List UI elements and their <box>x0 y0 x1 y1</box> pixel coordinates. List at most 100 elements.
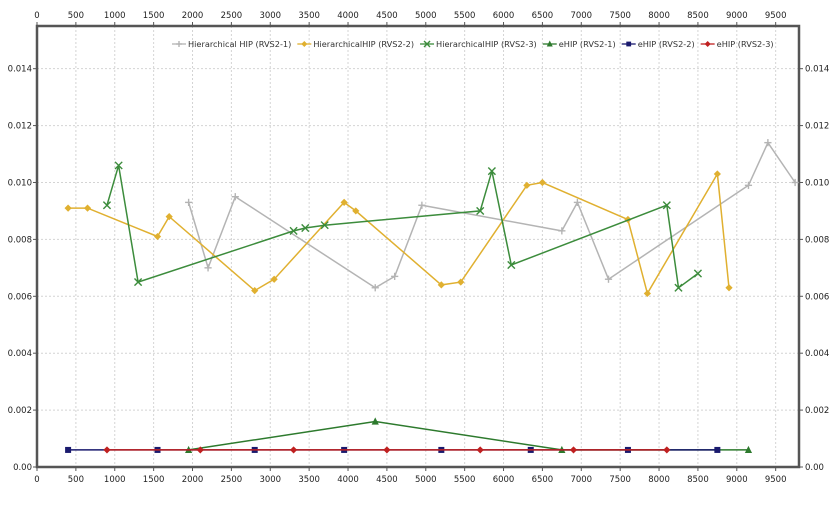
legend-label: Hierarchical HIP (RVS2-1) <box>188 39 291 49</box>
data-point <box>165 213 173 221</box>
y-tick-label-right: 0.004 <box>805 349 829 359</box>
x-tick-label: 6000 <box>493 475 515 485</box>
data-point <box>301 223 310 233</box>
data-point <box>538 178 547 187</box>
x-tick-label: 3500 <box>298 475 320 485</box>
series-line <box>68 171 730 296</box>
x-tick-label: 7500 <box>609 475 631 485</box>
data-point <box>352 207 360 215</box>
data-point <box>457 278 465 286</box>
x-tick-label-top: 3500 <box>298 11 320 21</box>
data-point <box>523 181 531 189</box>
x-tick-label-top: 4000 <box>337 11 359 21</box>
data-point <box>693 269 703 278</box>
legend-entry: eHIP (RVS2-1) <box>542 39 616 49</box>
data-point <box>320 221 329 230</box>
data-point <box>713 170 721 178</box>
data-point <box>196 446 204 454</box>
series-line <box>187 141 796 289</box>
data-point <box>791 178 799 187</box>
y-tick-label-right: 0.010 <box>805 178 829 188</box>
x-tick-label-top: 0 <box>34 11 39 21</box>
series-1 <box>185 139 799 292</box>
y-tick-label: 0.004 <box>8 349 32 359</box>
x-tick-label-top: 6500 <box>532 11 554 21</box>
legend-swatch-marker <box>704 41 711 47</box>
data-point <box>418 201 426 209</box>
y-tick-label: 0.014 <box>8 65 32 75</box>
data-point <box>371 417 379 425</box>
x-tick-label-top: 500 <box>68 11 84 21</box>
legend-swatch-marker <box>301 41 308 47</box>
x-tick-label-top: 2000 <box>182 11 204 21</box>
legend-label: eHIP (RVS2-3) <box>717 39 774 49</box>
legend-label: HierarchicalHIP (RVS2-2) <box>313 39 414 49</box>
x-tick-label: 4000 <box>337 475 359 485</box>
data-point <box>185 198 193 206</box>
x-tick-label: 5000 <box>415 475 437 485</box>
legend-entry: eHIP (RVS2-3) <box>700 39 774 49</box>
x-tick-label: 3000 <box>259 475 281 485</box>
data-point <box>391 272 399 280</box>
x-tick-label-top: 7000 <box>570 11 592 21</box>
x-tick-label: 2500 <box>221 475 243 485</box>
x-tick-label: 6500 <box>532 475 554 485</box>
y-tick-label: 0.012 <box>8 122 32 132</box>
legend-swatch-marker <box>626 41 632 47</box>
x-tick-label-top: 5500 <box>454 11 476 21</box>
y-tick-label: 0.008 <box>8 235 32 245</box>
x-tick-label: 500 <box>68 475 84 485</box>
legend-label: eHIP (RVS2-1) <box>559 39 616 49</box>
data-point <box>507 260 516 270</box>
y-tick-label-right: 0.008 <box>805 235 829 245</box>
x-tick-label-top: 3000 <box>259 11 281 21</box>
legend-swatch-marker <box>176 41 182 47</box>
data-point <box>725 284 733 292</box>
data-point <box>764 139 772 147</box>
series-line <box>106 165 699 290</box>
y-tick-label-right: 0.014 <box>805 65 829 75</box>
data-point <box>674 283 683 292</box>
series-3 <box>102 161 703 292</box>
data-point <box>643 289 651 298</box>
x-tick-label-top: 9500 <box>765 11 787 21</box>
x-tick-label: 7000 <box>570 475 592 485</box>
x-tick-label: 1500 <box>143 475 165 485</box>
data-point <box>289 446 298 454</box>
data-point <box>65 446 72 453</box>
y-tick-label: 0.006 <box>8 292 32 302</box>
y-tick-label: 0.002 <box>8 406 32 416</box>
data-point <box>64 204 72 212</box>
legend-swatch-marker <box>423 40 431 48</box>
x-tick-label: 5500 <box>454 475 476 485</box>
data-point <box>476 446 484 454</box>
legend-entry: HierarchicalHIP (RVS2-3) <box>420 39 537 49</box>
data-point <box>114 161 123 170</box>
x-tick-label: 8000 <box>648 475 670 485</box>
data-point <box>662 201 671 210</box>
data-point <box>289 226 298 235</box>
data-point <box>340 198 348 206</box>
data-point <box>558 227 566 235</box>
x-tick-label: 8500 <box>687 475 709 485</box>
legend-swatch-marker <box>546 40 553 47</box>
x-tick-label-top: 2500 <box>221 11 243 21</box>
series-6 <box>103 446 671 454</box>
data-point <box>204 264 212 272</box>
data-point <box>487 167 496 176</box>
x-tick-label-top: 8000 <box>648 11 670 21</box>
data-point <box>383 446 391 454</box>
y-tick-label-right: 0.012 <box>805 122 829 132</box>
x-tick-label: 9000 <box>726 475 748 485</box>
x-tick-label-top: 5000 <box>415 11 437 21</box>
x-tick-label-top: 7500 <box>609 11 631 21</box>
y-tick-label-right: 0.002 <box>805 406 829 416</box>
plot-frame <box>35 24 801 469</box>
data-point <box>437 281 445 289</box>
data-point <box>604 275 613 283</box>
data-point <box>476 206 485 216</box>
legend-label: eHIP (RVS2-2) <box>638 39 695 49</box>
data-point <box>371 284 379 292</box>
y-tick-label: 0.010 <box>8 178 32 188</box>
